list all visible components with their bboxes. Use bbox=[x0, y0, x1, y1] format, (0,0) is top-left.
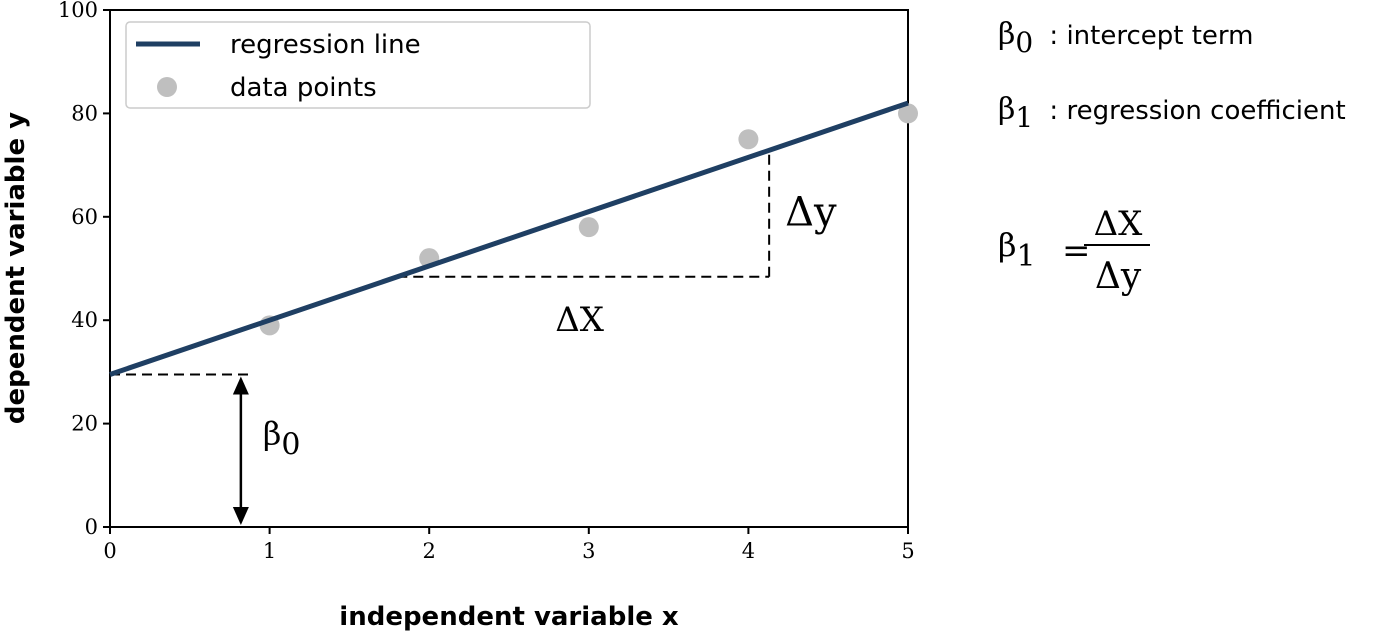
legend-box bbox=[125, 21, 591, 109]
y-tick-label: 40 bbox=[71, 308, 98, 332]
data-point bbox=[578, 217, 599, 238]
x-tick-label: 0 bbox=[103, 539, 116, 563]
x-tick-label: 4 bbox=[742, 539, 755, 563]
legend-swatch-data-points bbox=[157, 77, 177, 97]
x-tick-label: 2 bbox=[423, 539, 436, 563]
y-tick-label: 100 bbox=[58, 0, 98, 22]
y-axis: 0 20 40 60 80 100 bbox=[58, 0, 110, 539]
intercept-arrow-head-bottom bbox=[232, 507, 249, 525]
intercept-annotation: β0 bbox=[110, 373, 301, 525]
formula-denominator: Δy bbox=[1095, 256, 1142, 297]
x-tick-label: 1 bbox=[263, 539, 276, 563]
y-tick-label: 0 bbox=[85, 515, 98, 539]
delta-x-label: ΔX bbox=[555, 300, 605, 340]
slope-formula: β1 = ΔX Δy bbox=[998, 204, 1150, 297]
plot-frame bbox=[109, 9, 909, 528]
regression-line bbox=[109, 100, 909, 377]
definition-intercept: β0 : intercept term bbox=[998, 17, 1253, 59]
definition-coefficient: β1 : regression coefficient bbox=[998, 92, 1346, 134]
x-axis: 0 1 2 3 4 5 bbox=[103, 527, 915, 563]
regression-line-series bbox=[109, 100, 909, 377]
slope-triangle: ΔX Δy bbox=[397, 150, 837, 340]
formula-equals: = bbox=[1062, 231, 1091, 271]
formula-lhs: β1 bbox=[998, 226, 1036, 274]
x-tick-label: 3 bbox=[582, 539, 595, 563]
delta-y-label: Δy bbox=[785, 190, 837, 236]
data-point bbox=[738, 129, 759, 150]
data-point bbox=[898, 103, 918, 124]
intercept-label: β0 bbox=[263, 414, 301, 462]
legend-label-regression-line: regression line bbox=[230, 30, 421, 60]
legend: regression line data points bbox=[125, 21, 591, 109]
y-tick-label: 80 bbox=[71, 101, 98, 125]
y-tick-label: 20 bbox=[71, 412, 98, 436]
y-tick-label: 60 bbox=[71, 205, 98, 229]
x-axis-title: independent variable x bbox=[339, 602, 679, 632]
x-tick-label: 5 bbox=[901, 539, 914, 563]
y-axis-title: dependent variable y bbox=[1, 112, 31, 424]
intercept-arrow-head-top bbox=[232, 376, 249, 395]
formula-numerator: ΔX bbox=[1094, 204, 1144, 244]
legend-label-data-points: data points bbox=[230, 73, 377, 103]
definitions: β0 : intercept term β1 : regression coef… bbox=[998, 17, 1346, 134]
